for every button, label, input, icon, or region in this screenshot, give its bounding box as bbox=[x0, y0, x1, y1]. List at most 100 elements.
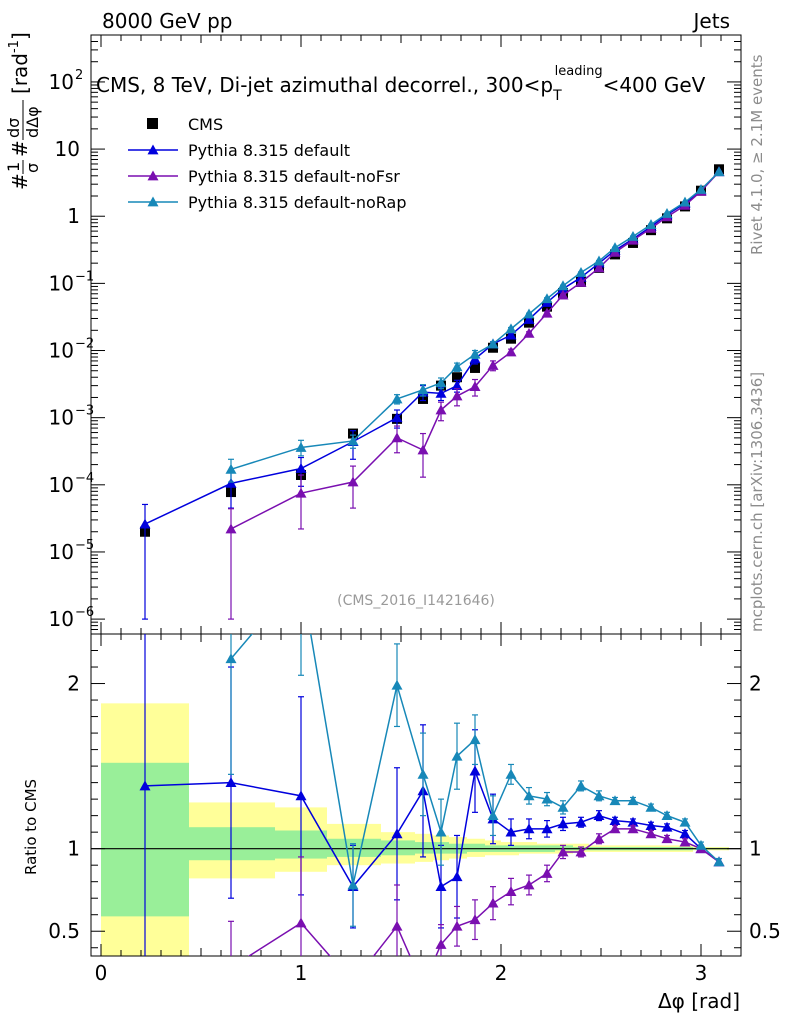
ratio-series-marker bbox=[451, 920, 463, 931]
ratio-ylabel: Ratio to CMS bbox=[22, 779, 40, 875]
svg-text:1: 1 bbox=[4, 162, 23, 172]
ratio-series-marker bbox=[593, 833, 605, 844]
legend-marker bbox=[147, 170, 159, 181]
ratio-series-marker bbox=[645, 820, 657, 830]
svg-text:[rad-1]: [rad-1] bbox=[7, 32, 32, 94]
series-marker bbox=[295, 441, 307, 452]
ratio-series-marker bbox=[557, 801, 569, 812]
ratio-series-marker bbox=[645, 828, 657, 839]
ratio-series-marker bbox=[609, 795, 621, 806]
y-tick-label: 10 bbox=[49, 607, 74, 631]
ratio-y-tick-label: 1 bbox=[67, 837, 80, 861]
ratio-series-marker bbox=[575, 846, 587, 857]
series-marker bbox=[451, 390, 463, 401]
series-marker bbox=[557, 280, 569, 291]
series-marker bbox=[679, 196, 691, 207]
svg-text:dσ: dσ bbox=[4, 118, 23, 138]
y-tick-label: 10 bbox=[49, 473, 74, 497]
ratio-series-marker bbox=[391, 828, 403, 839]
y-tick-exponent: −5 bbox=[75, 538, 94, 553]
series-marker bbox=[469, 348, 481, 359]
band-green bbox=[381, 840, 415, 856]
ratio-series-marker bbox=[541, 793, 553, 804]
ratio-series-marker bbox=[295, 790, 307, 801]
ratio-y-tick-label-right: 0.5 bbox=[749, 919, 781, 943]
ratio-y-tick-label-right: 1 bbox=[749, 837, 762, 861]
y-tick-label: 10 bbox=[49, 406, 74, 430]
band-green bbox=[415, 842, 433, 854]
legend: CMS Pythia 8.315 default Pythia 8.315 defa… bbox=[128, 115, 406, 212]
series-marker bbox=[541, 307, 553, 318]
series-marker bbox=[575, 267, 587, 277]
ratio-series-marker bbox=[661, 821, 673, 832]
ratio-series-marker bbox=[418, 980, 429, 990]
series-marker bbox=[451, 380, 463, 391]
series-marker bbox=[295, 462, 307, 473]
series-marker bbox=[225, 463, 237, 474]
ratio-series-marker bbox=[557, 846, 569, 857]
series-marker bbox=[593, 255, 605, 266]
series-line bbox=[230, 171, 720, 471]
ratio-series-marker bbox=[679, 828, 691, 839]
x-tick-label: 0 bbox=[95, 961, 108, 985]
series-marker bbox=[505, 346, 517, 357]
ratio-series-marker bbox=[225, 777, 237, 788]
series-marker bbox=[435, 387, 447, 398]
series-marker bbox=[523, 308, 535, 319]
ratio-series-marker bbox=[435, 938, 447, 949]
series-marker bbox=[661, 207, 673, 218]
ratio-series-marker bbox=[451, 871, 463, 882]
series-line bbox=[230, 171, 720, 530]
ratio-series-marker bbox=[505, 886, 517, 896]
ratio-series-marker bbox=[469, 765, 481, 776]
plot-title: CMS, 8 TeV, Di-jet azimuthal decorrel., … bbox=[96, 64, 706, 104]
ratio-series-marker bbox=[139, 780, 151, 791]
ratio-series-line bbox=[230, 634, 720, 886]
series-marker bbox=[139, 518, 151, 529]
legend-label: Pythia 8.315 default-noRap bbox=[188, 193, 406, 212]
ratio-series-marker bbox=[417, 768, 429, 779]
ratio-series-marker bbox=[505, 826, 517, 837]
y-tick-exponent: −6 bbox=[75, 605, 94, 620]
ratio-series-marker bbox=[295, 917, 307, 928]
series-marker bbox=[523, 327, 535, 338]
y-tick-label: 10 bbox=[49, 540, 74, 564]
band-green bbox=[327, 838, 381, 857]
ratio-y-tick-label: 2 bbox=[67, 672, 80, 696]
y-tick-exponent: −1 bbox=[75, 269, 94, 284]
series-marker bbox=[713, 166, 725, 177]
ratio-series-marker bbox=[469, 914, 481, 925]
ratio-series-marker bbox=[469, 734, 481, 745]
cms-data-point bbox=[452, 372, 462, 383]
band-green bbox=[555, 845, 573, 851]
legend-label: Pythia 8.315 default bbox=[188, 141, 350, 160]
legend-marker bbox=[147, 144, 159, 155]
ratio-series-marker bbox=[627, 823, 639, 834]
series-marker bbox=[391, 412, 403, 423]
ratio-series-marker bbox=[557, 818, 569, 829]
ratio-series-marker bbox=[523, 790, 535, 801]
ratio-series-marker bbox=[348, 977, 359, 987]
cms-data-point bbox=[470, 362, 480, 373]
y-tick-exponent: −4 bbox=[75, 471, 94, 486]
series-marker bbox=[295, 487, 307, 498]
series-marker bbox=[505, 323, 517, 334]
series-marker bbox=[627, 230, 639, 241]
series-marker bbox=[417, 444, 429, 455]
analysis-watermark: (CMS_2016_I1421646) bbox=[337, 593, 495, 609]
series-marker bbox=[557, 289, 569, 300]
series-marker bbox=[609, 242, 621, 253]
ratio-series-marker bbox=[505, 768, 517, 779]
mcplots-label: mcplots.cern.ch [arXiv:1306.3436] bbox=[748, 372, 766, 632]
ratio-series-marker bbox=[226, 962, 237, 972]
legend-label: CMS bbox=[188, 115, 223, 134]
band-green bbox=[189, 827, 275, 861]
series-marker bbox=[645, 219, 657, 230]
y-tick-exponent: −3 bbox=[75, 404, 94, 419]
ratio-series-marker bbox=[627, 816, 639, 827]
ratio-series-marker bbox=[487, 810, 499, 821]
main-data-layer bbox=[139, 164, 725, 620]
series-marker bbox=[435, 404, 447, 415]
x-tick-label: 3 bbox=[695, 961, 708, 985]
